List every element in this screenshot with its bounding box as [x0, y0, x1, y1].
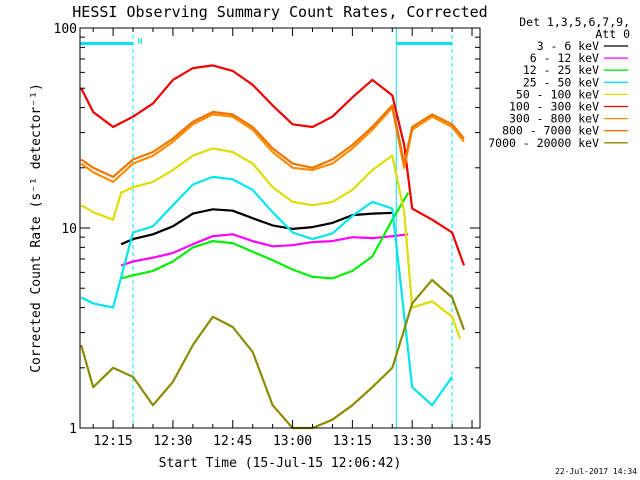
series-line-5	[80, 64, 466, 266]
legend-header-line-1: Det 1,3,5,6,7,9,	[519, 15, 630, 29]
legend-entry-label: 3 - 6 keV	[537, 39, 599, 53]
x-tick-label: 13:00	[273, 434, 312, 449]
legend-entry-label: 50 - 100 keV	[516, 87, 599, 101]
y-tick-label: 10	[61, 222, 77, 237]
x-tick-label: 12:30	[153, 434, 192, 449]
legend-entry-label: 12 - 25 keV	[523, 63, 599, 77]
y-tick-label: 1	[69, 422, 77, 437]
legend-entry-label: 800 - 7000 keV	[502, 124, 599, 138]
series-line-4	[80, 147, 462, 339]
series-line-8	[80, 278, 466, 430]
flag-bar	[396, 42, 453, 45]
series-line-2	[120, 192, 410, 280]
x-tick-label: 13:45	[452, 434, 491, 449]
series-line-3	[80, 175, 453, 407]
series-layer	[80, 64, 466, 430]
x-tick-label: 12:15	[94, 434, 133, 449]
axes-layer: 12:15 12:30 12:45 13:00 13:15 13:30 13:45 1 10 10…	[54, 22, 492, 449]
legend-entry-label: 100 - 300 keV	[509, 100, 599, 114]
flag-bar	[80, 42, 134, 45]
x-tick-label: 13:15	[333, 434, 372, 449]
series-line-7	[80, 104, 465, 178]
legend-header-line-2: Att 0	[595, 27, 630, 41]
legend-entry-label: 6 - 12 keV	[530, 51, 599, 65]
y-tick-label: 100	[54, 22, 77, 37]
x-axis-label: Start Time (15-Jul-15 12:06:42)	[159, 456, 402, 471]
chart-title: HESSI Observing Summary Count Rates, Cor…	[72, 3, 487, 21]
timestamp-label: 22-Jul-2017 14:34	[555, 467, 637, 476]
legend-entry-label: 300 - 800 keV	[509, 112, 599, 126]
series-line-1	[120, 233, 409, 267]
series-line-0	[120, 208, 393, 246]
legend-entry-label: 7000 - 20000 keV	[488, 136, 599, 150]
legend-entry-label: 25 - 50 keV	[523, 75, 599, 89]
y-axis-label: Corrected Count Rate (s⁻¹ detector⁻¹)	[29, 83, 44, 373]
flag-bar-layer: N	[79, 28, 453, 428]
x-tick-label: 12:45	[213, 434, 252, 449]
night-flag-label: N	[138, 37, 143, 46]
x-tick-label: 13:30	[393, 434, 432, 449]
plot-frame	[79, 27, 481, 429]
